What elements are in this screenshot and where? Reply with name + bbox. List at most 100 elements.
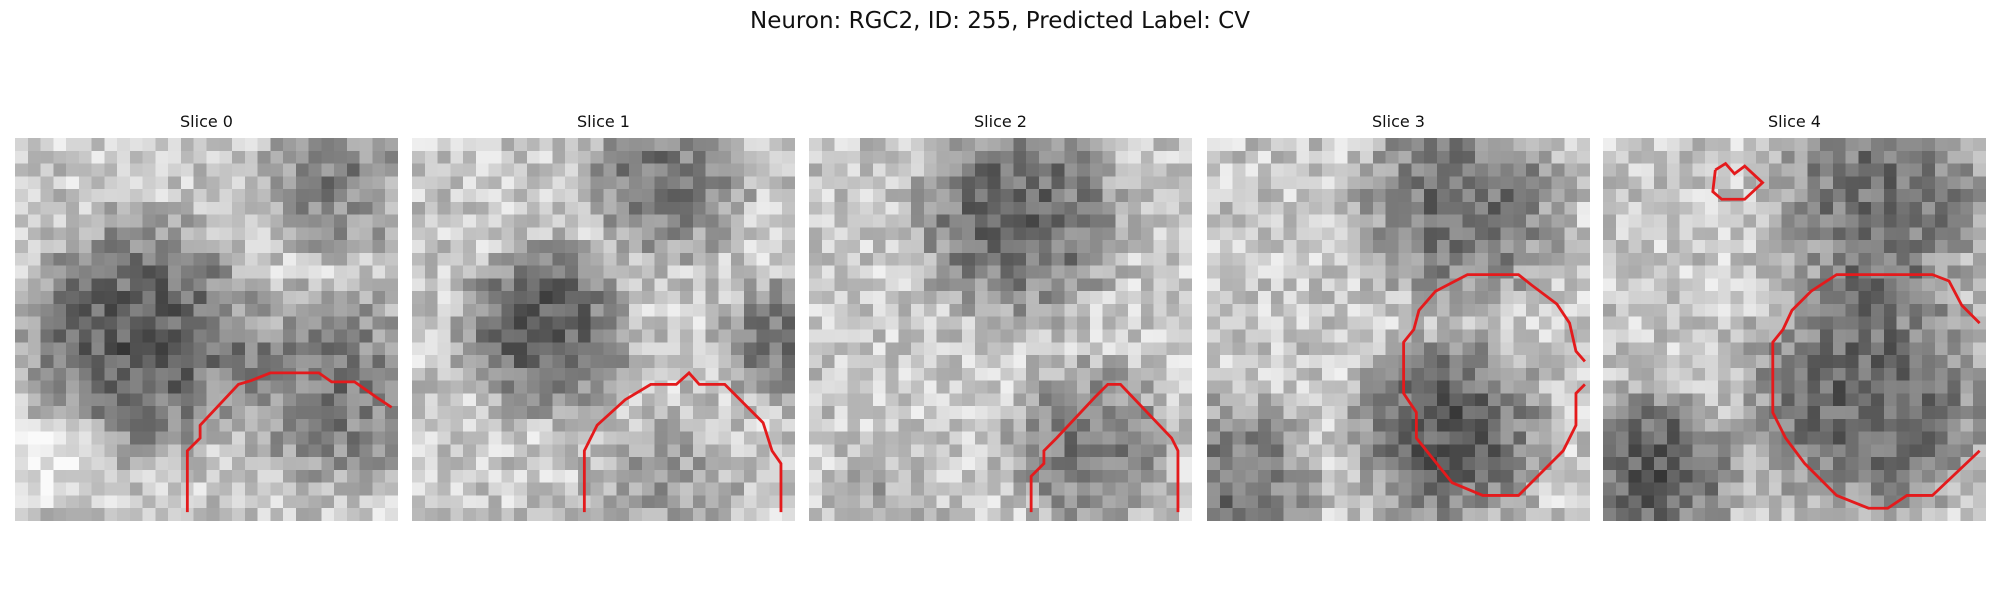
pixel	[1051, 444, 1065, 458]
pixel	[1654, 252, 1668, 267]
pixel	[936, 469, 951, 484]
pixel	[1577, 240, 1590, 254]
pixel	[1909, 240, 1923, 254]
pixel	[1475, 303, 1489, 318]
pixel	[437, 303, 451, 318]
pixel	[334, 265, 348, 280]
pixel	[1679, 457, 1694, 471]
pixel	[847, 444, 861, 458]
pixel	[450, 431, 464, 446]
pixel	[346, 329, 361, 343]
pixel	[180, 393, 195, 407]
pixel	[565, 252, 579, 267]
pixel	[1102, 240, 1117, 254]
pixel	[654, 508, 668, 521]
pixel	[1360, 406, 1374, 420]
pixel	[834, 495, 848, 509]
pixel	[923, 469, 938, 484]
pixel	[949, 150, 963, 165]
pixel	[1845, 457, 1859, 471]
pixel	[91, 457, 106, 471]
pixel	[616, 316, 630, 331]
pixel	[257, 227, 271, 241]
pixel	[66, 355, 80, 369]
pixel	[1219, 380, 1234, 394]
pixel	[1449, 201, 1463, 216]
pixel	[1334, 406, 1349, 420]
pixel	[1128, 367, 1142, 382]
pixel	[1832, 355, 1847, 369]
pixel	[450, 316, 464, 331]
pixel	[1232, 150, 1246, 165]
pixel	[667, 291, 681, 305]
pixel	[1909, 431, 1923, 446]
pixel	[1679, 138, 1694, 152]
pixel	[987, 393, 1002, 407]
pixel	[424, 163, 439, 177]
pixel	[885, 265, 900, 280]
pixel	[488, 393, 503, 407]
pixel	[616, 291, 630, 305]
pixel	[1385, 265, 1400, 280]
pixel	[1411, 176, 1425, 190]
pixel	[1641, 469, 1655, 484]
pixel	[321, 406, 335, 420]
pixel	[1296, 189, 1310, 203]
pixel	[1424, 189, 1438, 203]
pixel	[1909, 508, 1923, 521]
pixel	[91, 418, 106, 433]
pixel	[1832, 201, 1847, 216]
pixel	[1922, 316, 1936, 331]
pixel	[526, 227, 541, 241]
pixel	[1513, 495, 1527, 509]
pixel	[1372, 252, 1387, 267]
pixel	[232, 316, 246, 331]
pixel	[1871, 495, 1885, 509]
pixel	[1526, 367, 1540, 382]
pixel	[872, 469, 887, 484]
pixel	[1666, 342, 1681, 356]
pixel	[1513, 227, 1527, 241]
pixel	[1832, 176, 1847, 190]
pixel	[641, 265, 656, 280]
pixel	[692, 367, 707, 382]
pixel	[1462, 316, 1476, 331]
pixel	[1179, 227, 1192, 241]
pixel	[949, 163, 963, 177]
pixel	[78, 393, 93, 407]
pixel	[1794, 176, 1808, 190]
pixel	[321, 252, 335, 267]
pixel	[680, 316, 694, 331]
pixel	[1858, 163, 1872, 177]
pixel	[974, 303, 989, 318]
pixel	[1871, 431, 1885, 446]
pixel	[1219, 265, 1234, 280]
pixel	[1424, 316, 1438, 331]
pixel	[1232, 291, 1246, 305]
pixel	[142, 252, 157, 267]
pixel	[1334, 176, 1349, 190]
pixel	[1207, 189, 1221, 203]
pixel	[334, 150, 348, 165]
pixel	[1166, 380, 1180, 394]
pixel	[27, 265, 42, 280]
pixel	[1768, 291, 1783, 305]
pixel	[117, 406, 131, 420]
pixel	[1000, 444, 1014, 458]
pixel	[283, 189, 297, 203]
pixel	[257, 393, 271, 407]
pixel	[168, 393, 182, 407]
pixel	[1026, 138, 1040, 152]
pixel	[1179, 150, 1192, 165]
pixel	[1679, 176, 1694, 190]
pixel	[1666, 469, 1681, 484]
pixel	[847, 227, 861, 241]
pixel	[1551, 495, 1566, 509]
pixel	[1500, 367, 1515, 382]
pixel	[718, 201, 732, 216]
pixel	[1245, 150, 1259, 165]
pixel	[1973, 138, 1986, 152]
pixel	[1270, 457, 1285, 471]
pixel	[1603, 431, 1617, 446]
pixel	[1270, 163, 1285, 177]
